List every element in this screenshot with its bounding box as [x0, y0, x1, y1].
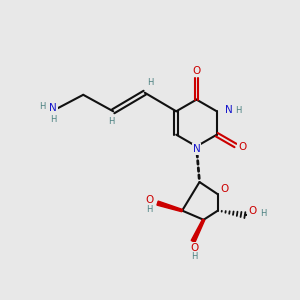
- Text: N: N: [193, 144, 200, 154]
- Text: O: O: [145, 195, 153, 205]
- Text: O: O: [190, 243, 199, 253]
- Text: O: O: [220, 184, 229, 194]
- Text: H: H: [191, 252, 198, 261]
- Text: H: H: [260, 209, 267, 218]
- Text: H: H: [147, 78, 153, 87]
- Text: O: O: [248, 206, 256, 217]
- Text: H: H: [50, 115, 56, 124]
- Text: H: H: [235, 106, 241, 115]
- Text: N: N: [225, 105, 233, 115]
- Text: O: O: [192, 66, 201, 76]
- Text: H: H: [39, 102, 46, 111]
- Text: N: N: [50, 103, 57, 113]
- Text: H: H: [146, 205, 152, 214]
- Polygon shape: [157, 201, 182, 212]
- Polygon shape: [191, 219, 205, 242]
- Text: H: H: [108, 117, 114, 126]
- Text: O: O: [238, 142, 246, 152]
